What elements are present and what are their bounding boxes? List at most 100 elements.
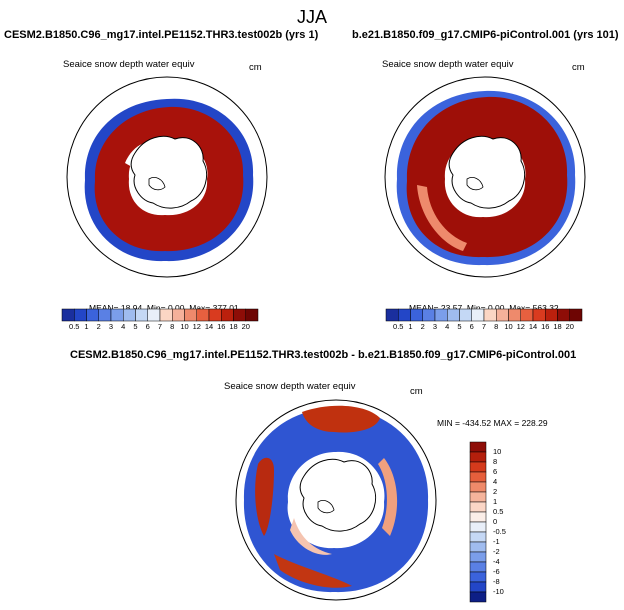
difference-red-south <box>274 554 352 588</box>
colorbar-case-swatch-6 <box>135 308 148 322</box>
colorbar-difference-swatch-13 <box>469 571 487 583</box>
colorbar-case-swatch-1 <box>74 308 87 322</box>
colorbar-control-swatch-8 <box>483 308 497 322</box>
colorbar-control-swatch-6 <box>459 308 472 322</box>
colorbar-control-swatch-14 <box>557 308 570 322</box>
colorbar-control-swatch-0 <box>385 308 399 322</box>
colorbar-control-swatch-2 <box>410 308 423 322</box>
difference-pink-east <box>378 458 398 536</box>
panel-control-units: cm <box>572 62 585 73</box>
colorbar-case-swatch-15 <box>245 308 259 322</box>
colorbar-control-swatch-15 <box>569 308 583 322</box>
colorbar-difference-ticks: 10 8 6 4 2 1 0.5 0 -0.5 -1 -2 -4 -6 -8 -10 <box>493 442 533 602</box>
colorbar-case-swatch-5 <box>123 308 136 322</box>
colorbar-case-swatch-13 <box>221 308 234 322</box>
colorbar-case <box>61 308 259 322</box>
colorbar-difference-swatch-14 <box>469 581 487 593</box>
colorbar-control-tick-label: 3 <box>432 322 438 331</box>
panel-difference-minmax: MIN = -434.52 MAX = 228.29 <box>437 418 548 428</box>
colorbar-difference-swatch-7 <box>469 511 487 523</box>
panel-difference-units: cm <box>410 386 423 397</box>
colorbar-difference-swatch-5 <box>469 491 487 503</box>
colorbar-difference-swatch-0 <box>469 441 487 453</box>
colorbar-control-tick-label: 1 <box>408 322 413 331</box>
colorbar-control-tick-label: 5 <box>457 322 462 331</box>
colorbar-control-tick-label: 10 <box>504 322 513 331</box>
colorbar-difference-tick-label: -0.5 <box>493 527 506 536</box>
colorbar-case-tick-label: 2 <box>96 322 101 331</box>
colorbar-difference-tick-label: -8 <box>493 577 500 586</box>
colorbar-control-tick-label: 7 <box>481 322 487 331</box>
colorbar-difference-tick-label: 0.5 <box>493 507 504 516</box>
colorbar-difference-tick-label: -4 <box>493 557 500 566</box>
panel-difference-field-label: Seaice snow depth water equiv <box>224 381 356 392</box>
colorbar-difference-swatch-15 <box>469 591 487 603</box>
colorbar-difference-swatch-8 <box>469 521 487 533</box>
colorbar-case-swatch-7 <box>147 308 161 322</box>
colorbar-difference-swatch-6 <box>469 501 487 513</box>
colorbar-case-swatch-9 <box>172 308 185 322</box>
colorbar-control-tick-label: 14 <box>528 322 538 331</box>
colorbar-difference-swatch-1 <box>469 451 487 463</box>
colorbar-case-tick-label: 14 <box>204 322 214 331</box>
colorbar-difference-tick-label: 0 <box>493 517 498 526</box>
panel-control-map <box>384 76 586 278</box>
case-min-value: 0.00 <box>167 303 185 313</box>
control-mean-value: 23.57 <box>440 303 463 313</box>
case-mean-label: MEAN= <box>89 303 119 313</box>
case-min-label: Min= <box>146 303 166 313</box>
difference-blue-area <box>243 408 429 593</box>
colorbar-difference-swatch-3 <box>469 471 487 483</box>
colorbar-difference-tick-label: 4 <box>493 477 498 486</box>
colorbar-case-tick-label: 20 <box>241 322 250 331</box>
panel-control-stats: MEAN= 23.57 Min= 0.00 Max= 563.32 <box>409 303 559 313</box>
colorbar-case-swatch-10 <box>184 308 197 322</box>
colorbar-case-swatch-0 <box>61 308 75 322</box>
colorbar-difference-tick-label: 1 <box>493 497 498 506</box>
colorbar-difference-swatch-2 <box>469 461 487 473</box>
colorbar-case-tick-label: 8 <box>170 322 175 331</box>
colorbar-case-swatch-2 <box>86 308 99 322</box>
difference-red-west <box>255 457 274 536</box>
colorbar-control-tick-label: 20 <box>565 322 574 331</box>
colorbar-control-swatch-4 <box>434 308 448 322</box>
control-min-value: 0.00 <box>487 303 505 313</box>
colorbar-control-tick-label: 12 <box>516 322 525 331</box>
colorbar-case-tick-label: 18 <box>229 322 238 331</box>
colorbar-control <box>385 308 583 322</box>
colorbar-control-tick-label: 4 <box>445 322 450 331</box>
control-mean-label: MEAN= <box>409 303 439 313</box>
colorbar-control-swatch-12 <box>532 308 546 322</box>
colorbar-case-swatch-11 <box>196 308 210 322</box>
panel-control-field-label: Seaice snow depth water equiv <box>382 59 514 70</box>
colorbar-case-swatch-4 <box>110 308 124 322</box>
colorbar-control-swatch-5 <box>447 308 460 322</box>
colorbar-control-swatch-11 <box>520 308 534 322</box>
panel-case-stats: MEAN= 18.94 Min= 0.00 Max= 377.01 <box>89 303 239 313</box>
control-min-label: Min= <box>466 303 486 313</box>
colorbar-case-swatch-14 <box>233 308 246 322</box>
colorbar-control-swatch-10 <box>508 308 521 322</box>
colorbar-control-tick-label: 0.5 <box>393 322 404 331</box>
panel-case-map <box>66 76 268 278</box>
colorbar-difference-tick-label: -10 <box>493 587 504 596</box>
colorbar-case-tick-label: 12 <box>192 322 201 331</box>
colorbar-case-swatch-12 <box>208 308 222 322</box>
colorbar-difference <box>469 441 487 603</box>
panel-case-units: cm <box>249 62 262 73</box>
case-max-value: 377.01 <box>212 303 239 313</box>
control-max-label: Max= <box>509 303 531 313</box>
colorbar-control-swatch-3 <box>422 308 436 322</box>
case-antarctica-coast <box>130 135 207 209</box>
panel-case-run-label: CESM2.B1850.C96_mg17.intel.PE1152.THR3.t… <box>4 29 319 41</box>
colorbar-control-tick-label: 6 <box>469 322 474 331</box>
colorbar-control-swatch-1 <box>398 308 411 322</box>
colorbar-difference-swatch-11 <box>469 551 487 563</box>
case-mean-value: 18.94 <box>120 303 143 313</box>
difference-ice-shelf <box>317 500 335 514</box>
colorbar-control-ticks: 0.5 1 2 3 4 5 6 7 8 10 12 14 16 18 20 <box>386 322 582 334</box>
control-max-value: 563.32 <box>532 303 559 313</box>
colorbar-difference-tick-label: 10 <box>493 447 502 456</box>
colorbar-control-tick-label: 18 <box>553 322 562 331</box>
colorbar-difference-swatch-4 <box>469 481 487 493</box>
